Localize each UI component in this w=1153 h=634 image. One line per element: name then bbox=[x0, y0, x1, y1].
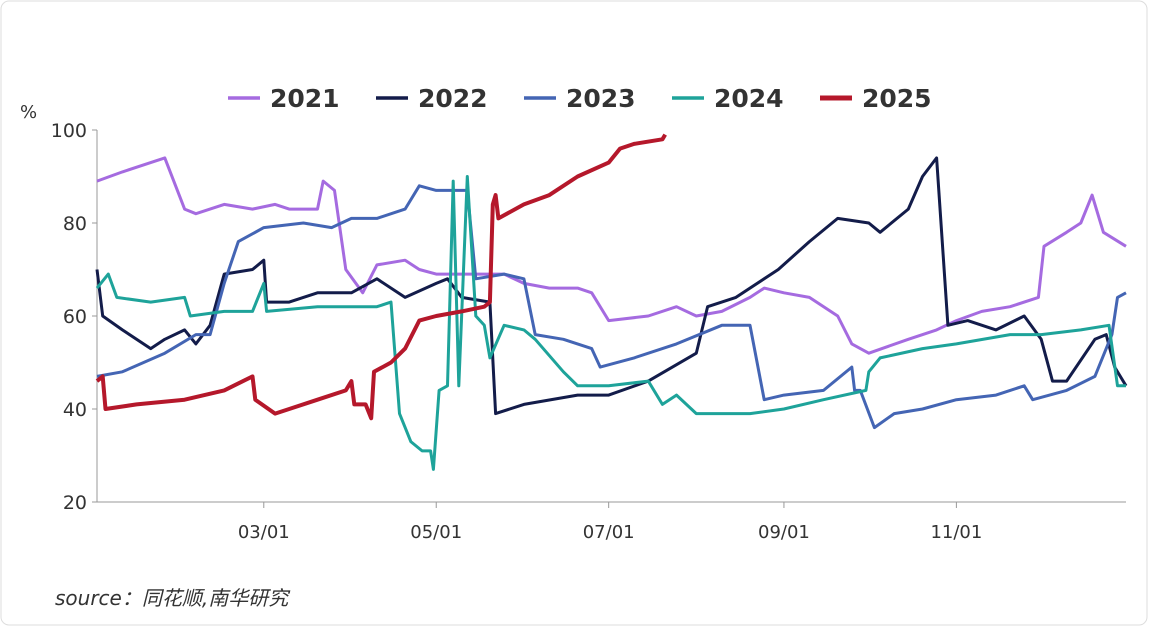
legend-label: 2023 bbox=[566, 84, 636, 113]
y-tick-label: 100 bbox=[51, 120, 87, 142]
y-tick-label: 40 bbox=[63, 399, 87, 421]
legend-label: 2022 bbox=[418, 84, 488, 113]
source: source：同花顺,南华研究 bbox=[55, 586, 291, 610]
y-tick-label: 80 bbox=[63, 213, 87, 235]
line-series bbox=[95, 133, 667, 421]
x-tick-label: 03/01 bbox=[238, 522, 290, 543]
legend-label: 2025 bbox=[862, 84, 932, 113]
line-series bbox=[96, 184, 1127, 430]
y-tick-label: 20 bbox=[63, 492, 87, 514]
legend-label: 2021 bbox=[270, 84, 340, 113]
x-tick-label: 11/01 bbox=[930, 522, 982, 543]
x-tick-label: 05/01 bbox=[410, 522, 462, 543]
legend-label: 2024 bbox=[714, 84, 784, 113]
y-unit: % bbox=[20, 102, 37, 123]
line-series bbox=[96, 156, 1127, 355]
line-series bbox=[95, 156, 1128, 416]
x-tick-label: 09/01 bbox=[758, 522, 810, 543]
y-tick-label: 60 bbox=[63, 306, 87, 328]
line-series bbox=[95, 175, 1126, 471]
x-tick-label: 07/01 bbox=[583, 522, 635, 543]
